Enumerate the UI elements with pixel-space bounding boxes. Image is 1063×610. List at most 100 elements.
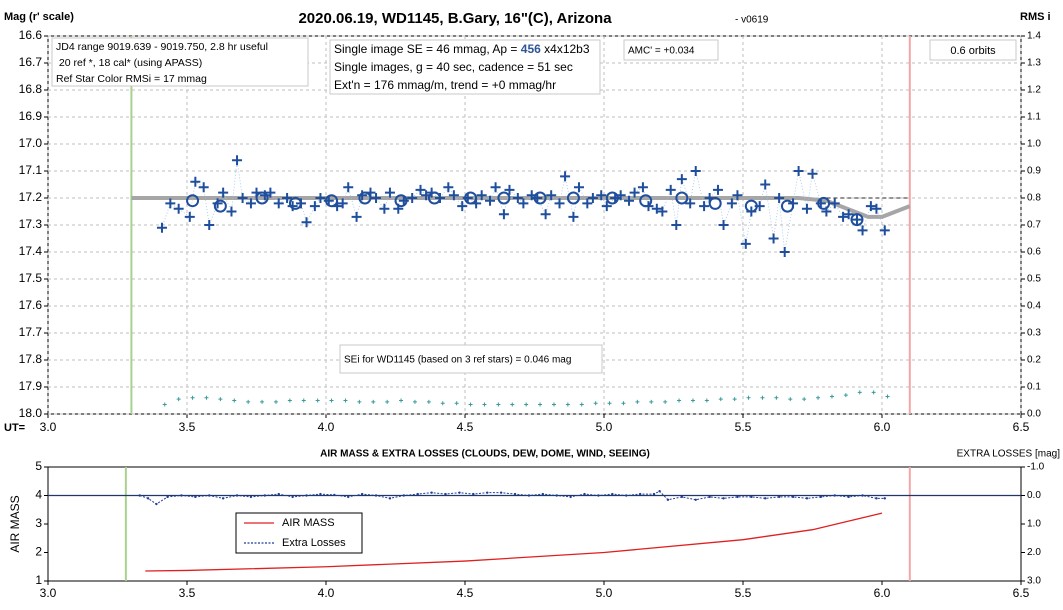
point [541,492,545,496]
point [513,492,517,496]
point [732,397,737,402]
x-tick-label: 4.5 [457,420,474,434]
point [658,490,661,493]
point [746,395,751,400]
point [510,402,515,407]
y-tick-label: 18.0 [19,406,43,420]
annotation-part: 456 [521,42,541,56]
point [180,494,183,497]
point [427,191,441,205]
point [430,491,433,494]
point [582,198,593,209]
point [671,220,682,230]
point [498,209,509,220]
legend: AIR MASS Extra Losses [235,512,363,554]
annotation: SEi for WD1145 (based on 3 ref stars) = … [344,355,571,366]
point [347,495,350,499]
y-tick-label: 17.2 [19,190,43,204]
y-tick-label: 16.9 [19,109,43,123]
point [843,209,854,220]
point [651,203,662,214]
point [817,196,831,210]
point [273,399,278,404]
point [357,190,368,201]
point [527,494,531,497]
point [204,395,209,400]
point [680,495,684,499]
point [847,495,850,499]
legend-label: AIR MASS [282,517,335,529]
point [315,398,320,403]
point [358,191,372,205]
point [665,184,676,195]
annotation-box [339,344,603,374]
point [611,492,614,496]
annotation: 20 ref *, 18 cal* (using APASS) [56,57,202,69]
y2-tick-label: 0.4 [1027,301,1041,312]
point [637,182,648,193]
point [736,495,739,499]
point [565,402,570,407]
point [843,393,848,398]
point [309,201,320,212]
legend-box [235,512,363,554]
x-tick-label: 4.0 [318,586,335,600]
point [569,495,572,499]
point [857,390,862,395]
point [155,502,158,506]
point [146,497,150,500]
point [351,211,362,222]
y-tick-label: 17.0 [19,136,43,150]
point [499,491,503,494]
point [732,190,743,201]
point [218,397,223,402]
y2-axis-label: EXTRA LOSSES [mag] [957,449,1061,460]
point [265,187,276,198]
point [246,399,251,404]
point [690,166,701,176]
x-tick-label: 5.0 [596,586,613,600]
point [416,492,419,496]
point [260,399,265,404]
point [333,493,336,497]
point [675,191,689,205]
point [801,203,812,214]
y2-tick-label: 0.8 [1027,193,1041,204]
point [726,198,737,209]
y2-tick-label: 1.3 [1027,58,1041,69]
point [512,193,523,203]
x-tick-label: 5.5 [735,586,752,600]
y-tick-label: 1 [35,573,42,587]
point [173,203,184,214]
point [156,222,167,233]
point [649,399,654,404]
y-tick-label: 17.1 [19,163,43,177]
point [593,401,598,406]
y2-tick-label: 1.2 [1027,85,1041,96]
point [780,199,794,213]
y2-tick-label: 3.0 [1027,576,1041,587]
point [560,171,571,182]
x-tick-label: 4.5 [457,586,474,600]
point [819,495,823,499]
point [204,220,215,230]
point [540,209,551,220]
point [468,402,473,407]
point [343,182,354,193]
point [371,193,382,203]
point [208,494,211,497]
y2-tick-label: 1.0 [1027,139,1041,150]
point [607,401,612,406]
x-tick-label: 5.0 [596,420,613,434]
point [394,194,408,208]
point [546,190,557,201]
point [444,492,447,496]
point [768,233,779,244]
x-tick-label: 4.0 [318,420,335,434]
point [850,213,864,227]
point [301,398,306,403]
x-tick-label: 3.0 [40,420,57,434]
y2-tick-label: 1.4 [1027,31,1041,42]
point [699,201,710,212]
y-axis-label: Mag (r' scale) [4,11,74,23]
